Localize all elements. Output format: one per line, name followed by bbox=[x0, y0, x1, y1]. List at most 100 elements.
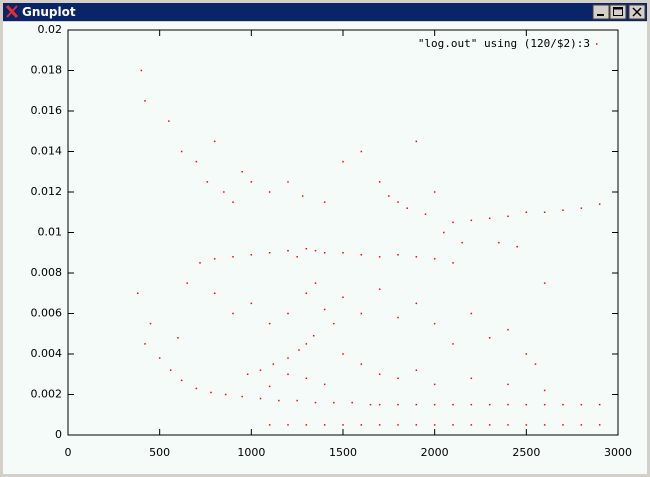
point bbox=[488, 403, 491, 406]
point bbox=[443, 231, 445, 234]
point bbox=[287, 249, 289, 252]
point bbox=[470, 377, 473, 380]
point bbox=[433, 403, 436, 406]
point bbox=[488, 424, 491, 426]
point bbox=[323, 252, 326, 254]
point bbox=[301, 195, 304, 197]
point bbox=[305, 247, 308, 250]
y-tick-label: 0 bbox=[55, 428, 62, 441]
point bbox=[433, 383, 436, 386]
point bbox=[158, 357, 161, 359]
point bbox=[452, 403, 454, 406]
point bbox=[232, 256, 234, 258]
point bbox=[360, 424, 363, 426]
point bbox=[333, 322, 335, 325]
point bbox=[296, 399, 298, 402]
point bbox=[452, 262, 454, 264]
point bbox=[452, 221, 454, 224]
point bbox=[433, 424, 436, 426]
y-tick-label: 0.004 bbox=[31, 347, 63, 360]
x-tick-label: 1500 bbox=[329, 446, 357, 459]
point bbox=[287, 181, 289, 183]
point bbox=[323, 201, 326, 203]
point bbox=[305, 343, 308, 345]
point bbox=[562, 209, 564, 211]
point bbox=[415, 369, 418, 371]
maximize-button[interactable] bbox=[609, 4, 627, 20]
point bbox=[268, 424, 271, 426]
point bbox=[580, 424, 583, 426]
point bbox=[199, 262, 201, 264]
point bbox=[314, 282, 317, 284]
y-tick-label: 0.008 bbox=[31, 266, 63, 279]
point bbox=[250, 302, 253, 305]
legend-marker bbox=[596, 43, 598, 45]
close-button[interactable] bbox=[628, 4, 646, 20]
point bbox=[562, 424, 564, 426]
x-tick-label: 1000 bbox=[237, 446, 265, 459]
point bbox=[378, 181, 381, 183]
point bbox=[323, 308, 326, 311]
x-tick-label: 2500 bbox=[512, 446, 540, 459]
point bbox=[360, 254, 363, 256]
y-tick-label: 0.014 bbox=[31, 145, 63, 158]
point bbox=[397, 254, 399, 256]
app-icon bbox=[5, 4, 19, 19]
point bbox=[342, 296, 344, 299]
point bbox=[323, 424, 326, 426]
point bbox=[314, 401, 317, 404]
point bbox=[180, 150, 183, 153]
y-tick-label: 0.01 bbox=[38, 226, 63, 239]
point bbox=[360, 363, 363, 365]
point bbox=[488, 217, 491, 220]
y-tick-label: 0.002 bbox=[31, 388, 63, 401]
point bbox=[507, 328, 509, 331]
point bbox=[507, 424, 509, 426]
point bbox=[424, 213, 427, 216]
point bbox=[452, 343, 454, 345]
point bbox=[415, 403, 418, 406]
point bbox=[246, 373, 249, 375]
point bbox=[177, 337, 179, 339]
point bbox=[213, 140, 216, 143]
point bbox=[213, 292, 216, 294]
point bbox=[296, 256, 298, 258]
point bbox=[415, 256, 418, 258]
point bbox=[305, 292, 308, 294]
point bbox=[360, 150, 363, 153]
point bbox=[278, 399, 280, 402]
point bbox=[461, 241, 463, 244]
point bbox=[195, 387, 198, 390]
y-tick-label: 0.02 bbox=[38, 23, 63, 36]
point bbox=[232, 201, 234, 203]
point bbox=[312, 335, 315, 337]
point bbox=[268, 322, 271, 325]
point bbox=[287, 424, 289, 426]
point bbox=[287, 357, 289, 359]
point bbox=[580, 207, 583, 209]
point bbox=[543, 389, 546, 392]
point bbox=[452, 424, 454, 426]
x-tick-label: 500 bbox=[149, 446, 170, 459]
point bbox=[305, 377, 308, 380]
point bbox=[268, 385, 271, 388]
point bbox=[543, 211, 546, 213]
y-tick-label: 0.016 bbox=[31, 104, 63, 117]
point bbox=[378, 373, 381, 375]
point bbox=[195, 160, 198, 163]
y-tick-label: 0.012 bbox=[31, 185, 63, 198]
x-tick-label: 3000 bbox=[604, 446, 632, 459]
point bbox=[397, 377, 399, 380]
point bbox=[470, 312, 473, 315]
point bbox=[149, 322, 152, 325]
point bbox=[259, 397, 262, 400]
point bbox=[180, 379, 183, 382]
point bbox=[580, 403, 583, 406]
point bbox=[488, 337, 491, 339]
point bbox=[507, 383, 509, 386]
minimize-button[interactable] bbox=[592, 4, 610, 20]
point bbox=[397, 201, 399, 203]
point bbox=[241, 171, 243, 173]
point bbox=[169, 369, 172, 371]
point bbox=[525, 403, 528, 406]
